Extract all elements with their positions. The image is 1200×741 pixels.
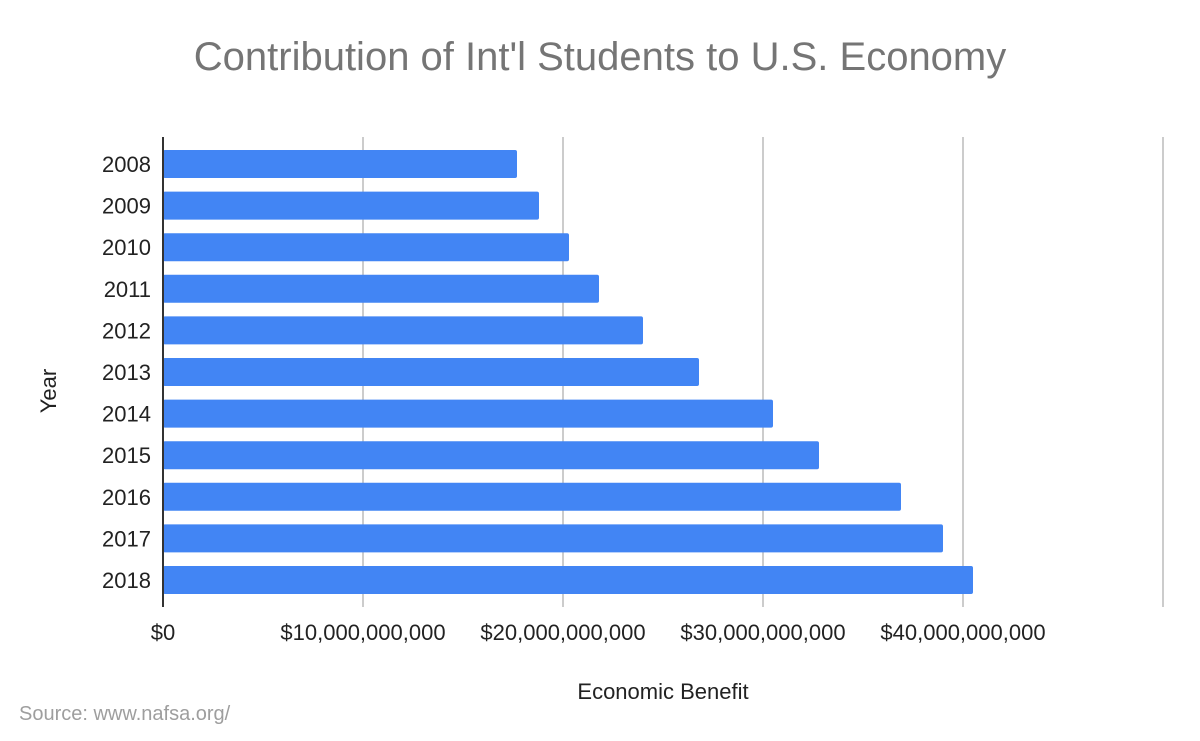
y-tick-label: 2018 bbox=[102, 568, 151, 593]
x-tick-label: $40,000,000,000 bbox=[880, 620, 1045, 645]
y-tick-label: 2012 bbox=[102, 318, 151, 343]
x-axis-title: Economic Benefit bbox=[577, 679, 748, 704]
bar-2014 bbox=[163, 399, 773, 428]
source-note: Source: www.nafsa.org/ bbox=[19, 703, 231, 725]
y-tick-label: 2015 bbox=[102, 443, 151, 468]
y-tick-label: 2014 bbox=[102, 402, 151, 427]
x-tick-labels: $0 $10,000,000,000 $20,000,000,000 $30,000,… bbox=[151, 620, 1046, 645]
bar-2012 bbox=[163, 316, 643, 345]
bar-2016 bbox=[163, 482, 901, 511]
y-tick-label: 2009 bbox=[102, 194, 151, 219]
bars bbox=[163, 150, 973, 594]
y-tick-label: 2017 bbox=[102, 526, 151, 551]
y-axis-title: Year bbox=[36, 369, 61, 413]
bar-2011 bbox=[163, 274, 599, 303]
y-tick-label: 2008 bbox=[102, 152, 151, 177]
y-tick-label: 2013 bbox=[102, 360, 151, 385]
x-tick-label: $20,000,000,000 bbox=[480, 620, 645, 645]
bar-2017 bbox=[163, 524, 943, 553]
bar-2015 bbox=[163, 441, 819, 470]
bar-2010 bbox=[163, 233, 569, 262]
y-tick-label: 2016 bbox=[102, 485, 151, 510]
bar-2018 bbox=[163, 566, 973, 594]
chart-title: Contribution of Int'l Students to U.S. E… bbox=[194, 35, 1007, 79]
y-tick-label: 2010 bbox=[102, 235, 151, 260]
y-tick-labels: 2008 2009 2010 2011 2012 2013 2014 2015 2016 2017… bbox=[102, 152, 151, 593]
bar-2013 bbox=[163, 358, 699, 386]
x-tick-label: $30,000,000,000 bbox=[680, 620, 845, 645]
bar-2009 bbox=[163, 191, 539, 220]
bar-2008 bbox=[163, 150, 517, 178]
x-tick-label: $10,000,000,000 bbox=[280, 620, 445, 645]
x-tick-label: $0 bbox=[151, 620, 175, 645]
y-tick-label: 2011 bbox=[104, 277, 151, 302]
